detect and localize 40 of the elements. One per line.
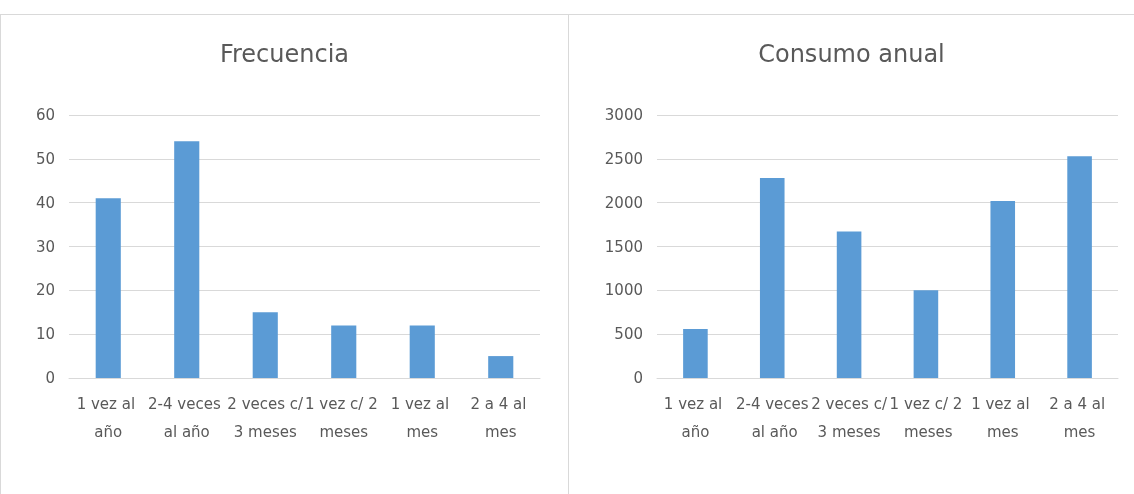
x-tick-label: 2 a 4 al mes xyxy=(470,395,532,441)
x-tick-label: 1 vez al año xyxy=(663,395,728,441)
bar xyxy=(759,178,785,378)
y-tick-label: 0 xyxy=(633,369,643,387)
x-tick-label: 1 vez al año xyxy=(76,395,140,441)
y-tick-label: 1500 xyxy=(604,237,643,256)
bar xyxy=(488,356,514,378)
bar xyxy=(990,200,1016,378)
y-tick-label: 10 xyxy=(35,325,55,344)
bar xyxy=(683,328,708,378)
chart-title: Consumo anual xyxy=(758,40,945,68)
x-tick-label: 1 vez c/ 2 meses xyxy=(305,395,383,441)
chart-title: Frecuencia xyxy=(219,40,350,68)
x-tick-label: 2 a 4 al mes xyxy=(1049,395,1110,441)
x-tick-label: 1 vez c/ 2 meses xyxy=(889,395,963,441)
bar xyxy=(1067,156,1092,378)
bar xyxy=(95,198,121,378)
bar xyxy=(409,325,435,378)
bar xyxy=(174,141,200,378)
y-tick-label: 40 xyxy=(35,193,55,212)
x-tick-label: 2-4 veces al año xyxy=(148,395,226,441)
y-tick-label: 3000 xyxy=(604,106,643,124)
bar xyxy=(913,290,939,378)
bar xyxy=(836,231,862,378)
x-tick-label: 1 vez al mes xyxy=(390,395,454,441)
y-tick-label: 500 xyxy=(614,325,643,344)
y-tick-label: 30 xyxy=(35,237,55,256)
bar xyxy=(331,325,357,378)
y-tick-label: 2500 xyxy=(604,149,643,168)
y-tick-label: 20 xyxy=(35,281,55,300)
y-tick-label: 60 xyxy=(35,106,55,124)
y-tick-label: 1000 xyxy=(604,281,643,300)
x-tick-label: 2 veces c/3 meses xyxy=(811,395,888,441)
x-tick-label: 1 vez al mes xyxy=(971,395,1035,441)
bar xyxy=(252,312,278,378)
x-tick-label: 2-4 veces al año xyxy=(735,395,809,441)
y-tick-label: 0 xyxy=(45,369,55,387)
x-tick-label: 2 veces c/3 meses xyxy=(227,395,305,441)
y-tick-label: 50 xyxy=(35,149,55,168)
y-tick-label: 2000 xyxy=(604,193,643,212)
